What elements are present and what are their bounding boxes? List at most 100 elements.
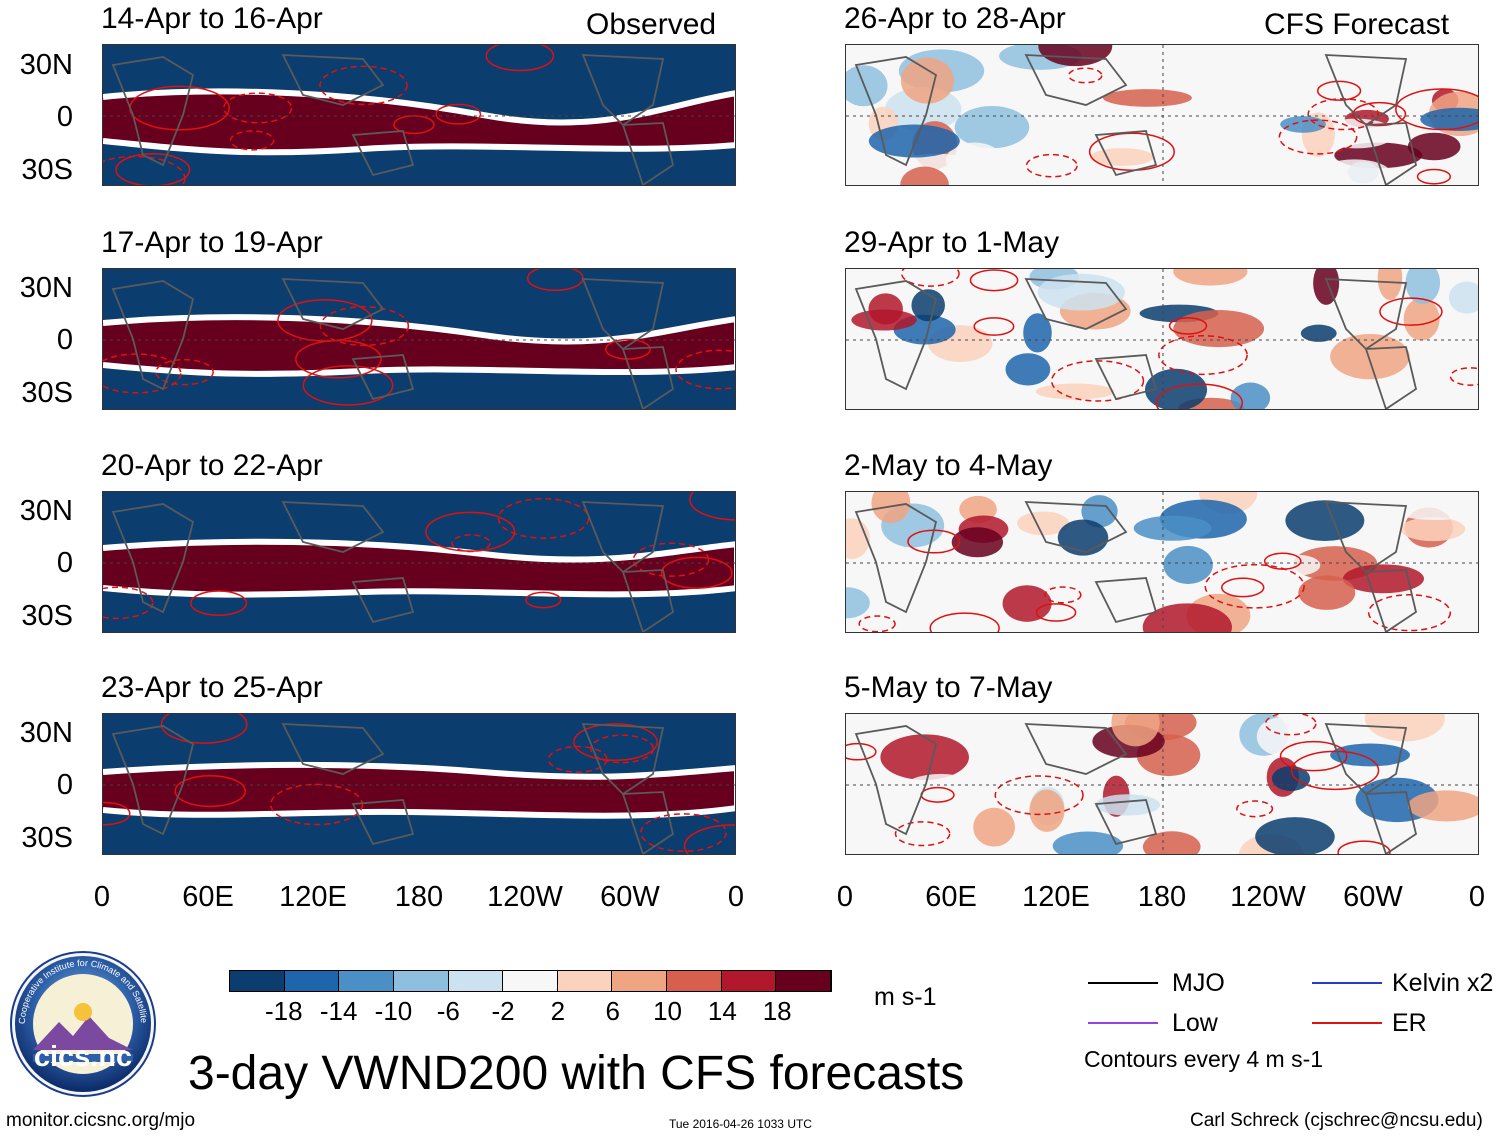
coastline — [1024, 501, 1128, 553]
coastline — [1364, 122, 1418, 185]
field-blob — [1005, 353, 1051, 386]
colorbar-swatch — [230, 971, 285, 991]
colorbar-swatch — [339, 971, 394, 991]
lon-tick-label: 60W — [1343, 881, 1403, 913]
coastline — [281, 278, 385, 330]
panel-obs-1 — [102, 44, 736, 186]
contour-line — [1395, 88, 1478, 131]
lat-tick-label: 30S — [21, 154, 73, 186]
observed-label: Observed — [586, 8, 717, 41]
coastline — [854, 503, 938, 614]
field-blob — [846, 518, 870, 560]
contour-line — [1221, 577, 1265, 598]
contour-line — [525, 591, 562, 609]
coastline — [351, 354, 415, 401]
footer-author: Carl Schreck (cjschrec@ncsu.edu) — [1190, 1110, 1483, 1131]
field-blob — [1230, 382, 1271, 409]
legend-line-mjo — [1088, 982, 1158, 984]
colorbar-tick-label: -2 — [491, 996, 515, 1026]
contour-line — [190, 590, 248, 617]
field-blob — [1342, 564, 1424, 594]
contour-line — [632, 542, 710, 577]
panel-fcst-4 — [845, 713, 1479, 855]
field-blob — [1142, 603, 1232, 632]
field-blob — [896, 374, 937, 400]
contour-line — [103, 801, 131, 826]
contour-line — [1278, 119, 1358, 155]
field-blob — [981, 738, 1037, 776]
contour-line — [160, 714, 248, 744]
field-blob — [868, 124, 960, 158]
field-blob — [1400, 517, 1466, 542]
colorbar-swatch — [393, 971, 449, 991]
panel-title-obs-4: 23-Apr to 25-Apr — [101, 671, 323, 704]
field-band — [103, 88, 735, 156]
field-blob — [1052, 831, 1124, 854]
coastline — [351, 130, 415, 177]
lat-tick-label: 0 — [56, 101, 73, 133]
panel-title-fcst-1: 26-Apr to 28-Apr — [844, 2, 1066, 35]
field-blob — [1133, 515, 1212, 541]
coastline — [854, 280, 938, 391]
contour-line — [1025, 153, 1078, 178]
field-blob — [1163, 545, 1213, 585]
contour-line — [846, 742, 877, 761]
colorbar-tick-label: 10 — [653, 996, 682, 1026]
lon-tick-label: 0 — [1468, 881, 1486, 913]
coastline — [621, 346, 675, 409]
panel-plot — [103, 45, 735, 185]
coastline — [281, 501, 385, 553]
contour-line — [277, 299, 373, 342]
field-blob — [1330, 333, 1410, 380]
coastline — [111, 280, 195, 391]
panel-plot — [846, 492, 1478, 632]
lat-tick-label: 30S — [21, 377, 73, 409]
lon-tick-label: 60E — [925, 881, 977, 913]
field-blob — [900, 57, 955, 104]
colorbar-swatch — [721, 971, 777, 991]
coastline — [1094, 577, 1158, 624]
coastline — [621, 791, 675, 854]
chart-title: 3-day VWND200 with CFS forecasts — [188, 1047, 965, 1100]
field-blob — [954, 106, 1030, 149]
coastline — [1324, 54, 1408, 127]
contour-line — [604, 338, 652, 360]
colorbar-swatch — [776, 971, 832, 991]
contour-line — [1236, 800, 1274, 818]
legend-label-mjo: MJO — [1172, 969, 1225, 997]
coastline — [854, 56, 938, 167]
lon-tick-label: 0 — [727, 881, 745, 913]
contour-line — [302, 365, 394, 406]
lon-tick-label: 60E — [182, 881, 234, 913]
panel-fcst-1 — [845, 44, 1479, 186]
field-blob — [1102, 89, 1192, 107]
colorbar-swatch — [612, 971, 668, 991]
field-blob — [1389, 496, 1478, 520]
field-blob — [1023, 313, 1052, 353]
field-blob — [1403, 297, 1440, 341]
panel-plot — [103, 492, 735, 632]
panel-title-fcst-4: 5-May to 7-May — [844, 671, 1053, 704]
contour-line — [497, 497, 590, 539]
coastline — [351, 577, 415, 624]
field-band — [103, 761, 735, 819]
colorbar-tick-label: -10 — [374, 996, 413, 1026]
field-blob — [911, 289, 945, 322]
contour-legend: MJO Kelvin x2 Low ER Contours every 4 m … — [1084, 968, 1508, 1078]
coastline — [581, 278, 665, 351]
coastline — [111, 56, 195, 167]
contour-line — [689, 492, 735, 521]
field-blob — [846, 587, 870, 619]
legend-line-kelvin — [1312, 982, 1382, 984]
coastline — [1094, 799, 1158, 846]
colorbar-swatch — [667, 971, 722, 991]
colorbar-swatch — [284, 971, 340, 991]
coastline — [1324, 501, 1408, 574]
field-blob — [1173, 309, 1265, 348]
field-blob — [1407, 132, 1461, 161]
field-blob — [1142, 831, 1201, 854]
contour-line — [1279, 740, 1348, 772]
panel-title-obs-1: 14-Apr to 16-Apr — [101, 2, 323, 35]
coastline — [1364, 569, 1418, 632]
field-blob — [1038, 45, 1113, 67]
